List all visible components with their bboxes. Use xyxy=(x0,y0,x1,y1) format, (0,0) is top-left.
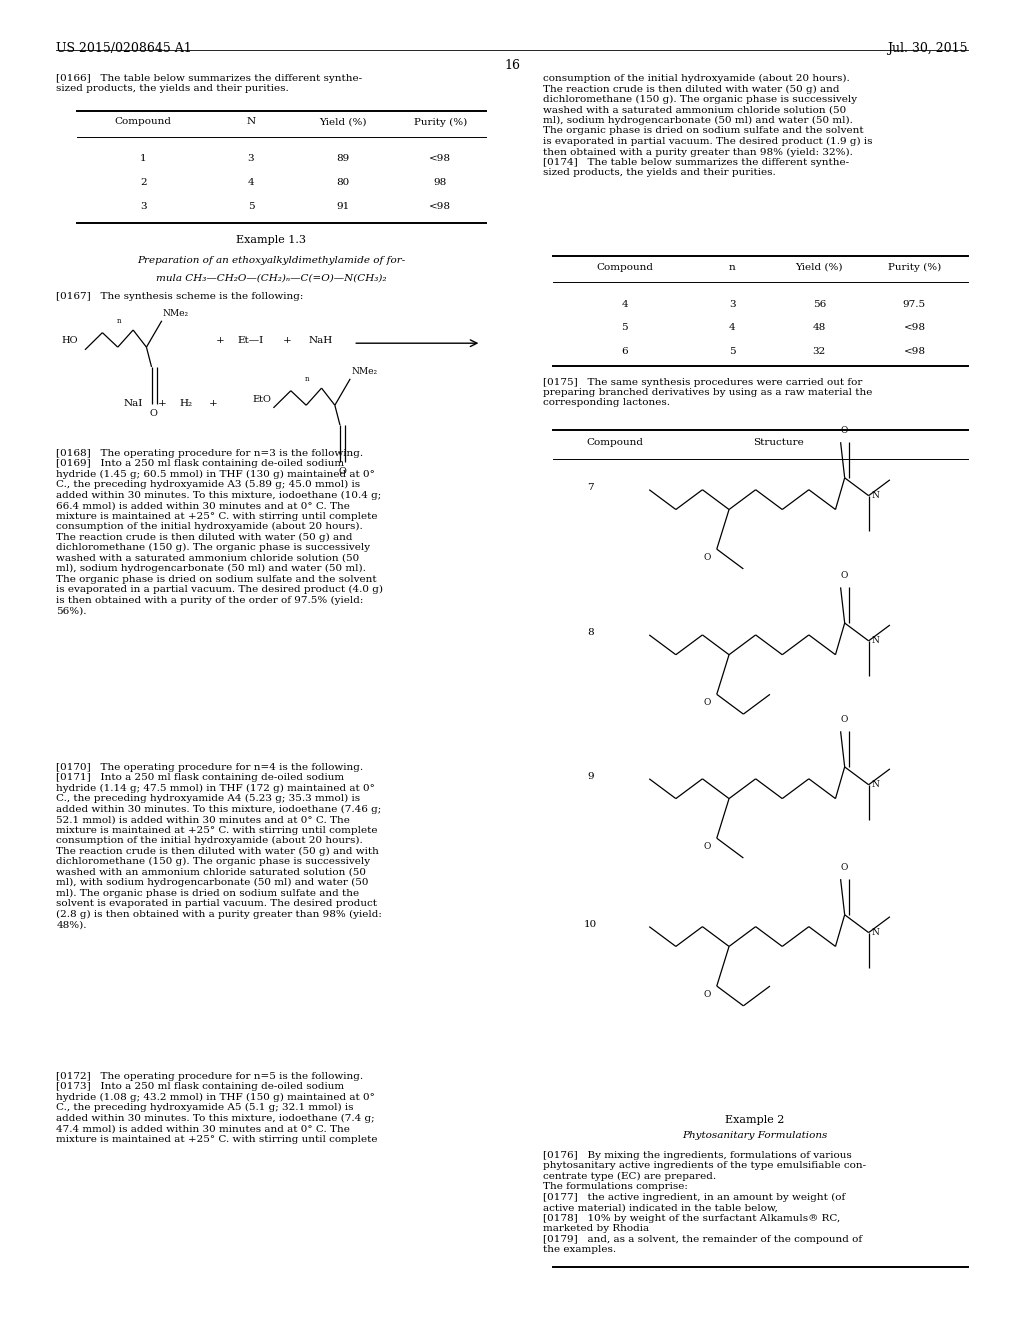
Text: 3: 3 xyxy=(248,154,254,164)
Text: O: O xyxy=(703,990,711,999)
Text: N: N xyxy=(871,636,880,645)
Text: 7: 7 xyxy=(588,483,594,492)
Text: 2: 2 xyxy=(140,178,146,187)
Text: Example 2: Example 2 xyxy=(725,1115,784,1126)
Text: <98: <98 xyxy=(903,323,926,333)
Text: N: N xyxy=(871,780,880,789)
Text: +: + xyxy=(216,337,224,345)
Text: 3: 3 xyxy=(140,202,146,211)
Text: 5: 5 xyxy=(248,202,254,211)
Text: O: O xyxy=(841,863,848,871)
Text: 4: 4 xyxy=(729,323,735,333)
Text: [0176]   By mixing the ingredients, formulations of various
phytosanitary active: [0176] By mixing the ingredients, formul… xyxy=(543,1151,866,1254)
Text: 32: 32 xyxy=(813,347,825,356)
Text: 56: 56 xyxy=(813,300,825,309)
Text: n: n xyxy=(305,375,309,383)
Text: 80: 80 xyxy=(337,178,349,187)
Text: HO: HO xyxy=(61,337,78,345)
Text: Purity (%): Purity (%) xyxy=(888,263,941,272)
Text: N: N xyxy=(871,491,880,500)
Text: n: n xyxy=(117,317,121,325)
Text: O: O xyxy=(841,572,848,581)
Text: consumption of the initial hydroxyamide (about 20 hours).
The reaction crude is : consumption of the initial hydroxyamide … xyxy=(543,74,872,177)
Text: Phytosanitary Formulations: Phytosanitary Formulations xyxy=(682,1131,827,1140)
Text: EtO: EtO xyxy=(253,396,271,404)
Text: mula CH₃—CH₂O—(CH₂)ₙ—C(=O)—N(CH₃)₂: mula CH₃—CH₂O—(CH₂)ₙ—C(=O)—N(CH₃)₂ xyxy=(156,273,387,282)
Text: H₂: H₂ xyxy=(180,400,193,408)
Text: 6: 6 xyxy=(622,347,628,356)
Text: 98: 98 xyxy=(434,178,446,187)
Text: N: N xyxy=(247,117,255,127)
Text: O: O xyxy=(703,698,711,708)
Text: Preparation of an ethoxyalkyldimethylamide of for-: Preparation of an ethoxyalkyldimethylami… xyxy=(137,256,406,265)
Text: Yield (%): Yield (%) xyxy=(319,117,367,127)
Text: O: O xyxy=(150,409,158,418)
Text: [0167]   The synthesis scheme is the following:: [0167] The synthesis scheme is the follo… xyxy=(56,292,304,301)
Text: Purity (%): Purity (%) xyxy=(414,117,467,127)
Text: N: N xyxy=(871,928,880,937)
Text: <98: <98 xyxy=(429,154,452,164)
Text: NMe₂: NMe₂ xyxy=(351,367,378,376)
Text: Et—I: Et—I xyxy=(238,337,264,345)
Text: 48: 48 xyxy=(813,323,825,333)
Text: US 2015/0208645 A1: US 2015/0208645 A1 xyxy=(56,42,193,55)
Text: 4: 4 xyxy=(622,300,628,309)
Text: NaH: NaH xyxy=(308,337,333,345)
Text: 10: 10 xyxy=(585,920,597,929)
Text: 5: 5 xyxy=(729,347,735,356)
Text: O: O xyxy=(841,715,848,723)
Text: 5: 5 xyxy=(622,323,628,333)
Text: 4: 4 xyxy=(248,178,254,187)
Text: +: + xyxy=(209,400,217,408)
Text: 16: 16 xyxy=(504,59,520,73)
Text: Compound: Compound xyxy=(596,263,653,272)
Text: [0170]   The operating procedure for n=4 is the following.
[0171]   Into a 250 m: [0170] The operating procedure for n=4 i… xyxy=(56,763,382,929)
Text: [0172]   The operating procedure for n=5 is the following.
[0173]   Into a 250 m: [0172] The operating procedure for n=5 i… xyxy=(56,1072,378,1143)
Text: 97.5: 97.5 xyxy=(903,300,926,309)
Text: 9: 9 xyxy=(588,772,594,781)
Text: n: n xyxy=(729,263,735,272)
Text: Structure: Structure xyxy=(753,438,804,447)
Text: Compound: Compound xyxy=(586,438,643,447)
Text: Example 1.3: Example 1.3 xyxy=(237,235,306,246)
Text: 91: 91 xyxy=(337,202,349,211)
Text: NMe₂: NMe₂ xyxy=(163,309,189,318)
Text: +: + xyxy=(158,400,166,408)
Text: O: O xyxy=(841,426,848,436)
Text: 89: 89 xyxy=(337,154,349,164)
Text: Compound: Compound xyxy=(115,117,172,127)
Text: 8: 8 xyxy=(588,628,594,638)
Text: NaI: NaI xyxy=(124,400,142,408)
Text: Jul. 30, 2015: Jul. 30, 2015 xyxy=(887,42,968,55)
Text: O: O xyxy=(703,842,711,851)
Text: O: O xyxy=(338,467,346,477)
Text: 3: 3 xyxy=(729,300,735,309)
Text: <98: <98 xyxy=(429,202,452,211)
Text: [0166]   The table below summarizes the different synthe-
sized products, the yi: [0166] The table below summarizes the di… xyxy=(56,74,362,94)
Text: [0168]   The operating procedure for n=3 is the following.
[0169]   Into a 250 m: [0168] The operating procedure for n=3 i… xyxy=(56,449,383,615)
Text: Yield (%): Yield (%) xyxy=(796,263,843,272)
Text: [0175]   The same synthesis procedures were carried out for
preparing branched d: [0175] The same synthesis procedures wer… xyxy=(543,378,872,408)
Text: +: + xyxy=(283,337,291,345)
Text: <98: <98 xyxy=(903,347,926,356)
Text: O: O xyxy=(703,553,711,562)
Text: 1: 1 xyxy=(140,154,146,164)
